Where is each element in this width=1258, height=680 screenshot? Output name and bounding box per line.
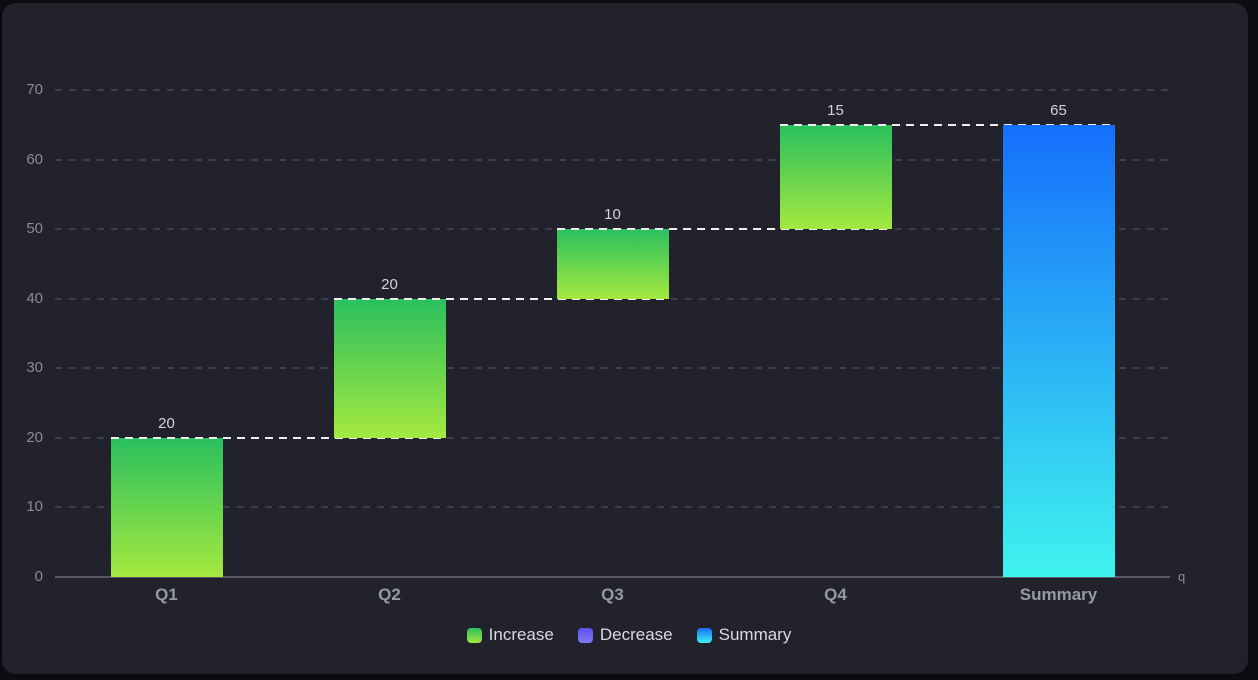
y-axis-label-40: 40: [26, 289, 43, 307]
y-axis-label-60: 60: [26, 150, 43, 168]
x-axis-label-q4: Q4: [824, 585, 847, 604]
y-axis-label-10: 10: [26, 498, 43, 516]
bar-q2[interactable]: [333, 298, 446, 438]
legend-item-decrease[interactable]: Decrease: [577, 625, 673, 645]
bar-q4[interactable]: [779, 124, 892, 230]
connector-q3-to-next: [556, 228, 892, 231]
connector-q4-to-next: [779, 123, 1115, 126]
legend-item-summary[interactable]: Summary: [696, 625, 792, 645]
legend-marker-summary-icon: [696, 627, 712, 643]
connector-q1-to-next: [110, 436, 446, 439]
x-axis-label-summary: Summary: [1019, 585, 1098, 604]
x-axis-line: [55, 576, 1170, 578]
gridline-10: [55, 506, 1170, 509]
value-label-q2: 20: [381, 275, 398, 293]
legend-item-increase[interactable]: Increase: [466, 625, 554, 645]
legend-label-summary: Summary: [718, 625, 792, 644]
y-axis-label-70: 70: [26, 81, 43, 98]
gridline-70: [55, 89, 1170, 91]
value-label-q4: 15: [827, 101, 844, 119]
legend: Increase Decrease Summary: [0, 624, 1258, 646]
value-label-q3: 10: [604, 206, 621, 224]
connector-q2-to-next: [333, 297, 669, 300]
x-axis-name: q: [1178, 569, 1186, 584]
gridline-20: [55, 436, 1170, 439]
gridline-30: [55, 367, 1170, 370]
x-axis-label-q1: Q1: [155, 585, 178, 604]
value-label-summary: 65: [1050, 101, 1067, 119]
legend-marker-increase-icon: [466, 627, 482, 643]
y-axis-label-20: 20: [26, 428, 43, 446]
y-axis-label-0: 0: [34, 568, 43, 585]
legend-label-decrease: Decrease: [599, 625, 673, 644]
x-axis-label-q2: Q2: [378, 585, 401, 604]
y-axis-label-50: 50: [26, 220, 43, 238]
legend-marker-decrease-icon: [577, 627, 593, 643]
y-axis-label-30: 30: [26, 359, 43, 377]
bar-summary[interactable]: [1002, 124, 1115, 577]
bar-q3[interactable]: [556, 229, 669, 299]
value-label-q1: 20: [158, 414, 175, 432]
bar-q1[interactable]: [110, 437, 223, 577]
x-axis-label-q3: Q3: [601, 585, 624, 604]
legend-label-increase: Increase: [488, 625, 554, 644]
gridline-60: [55, 158, 1170, 161]
